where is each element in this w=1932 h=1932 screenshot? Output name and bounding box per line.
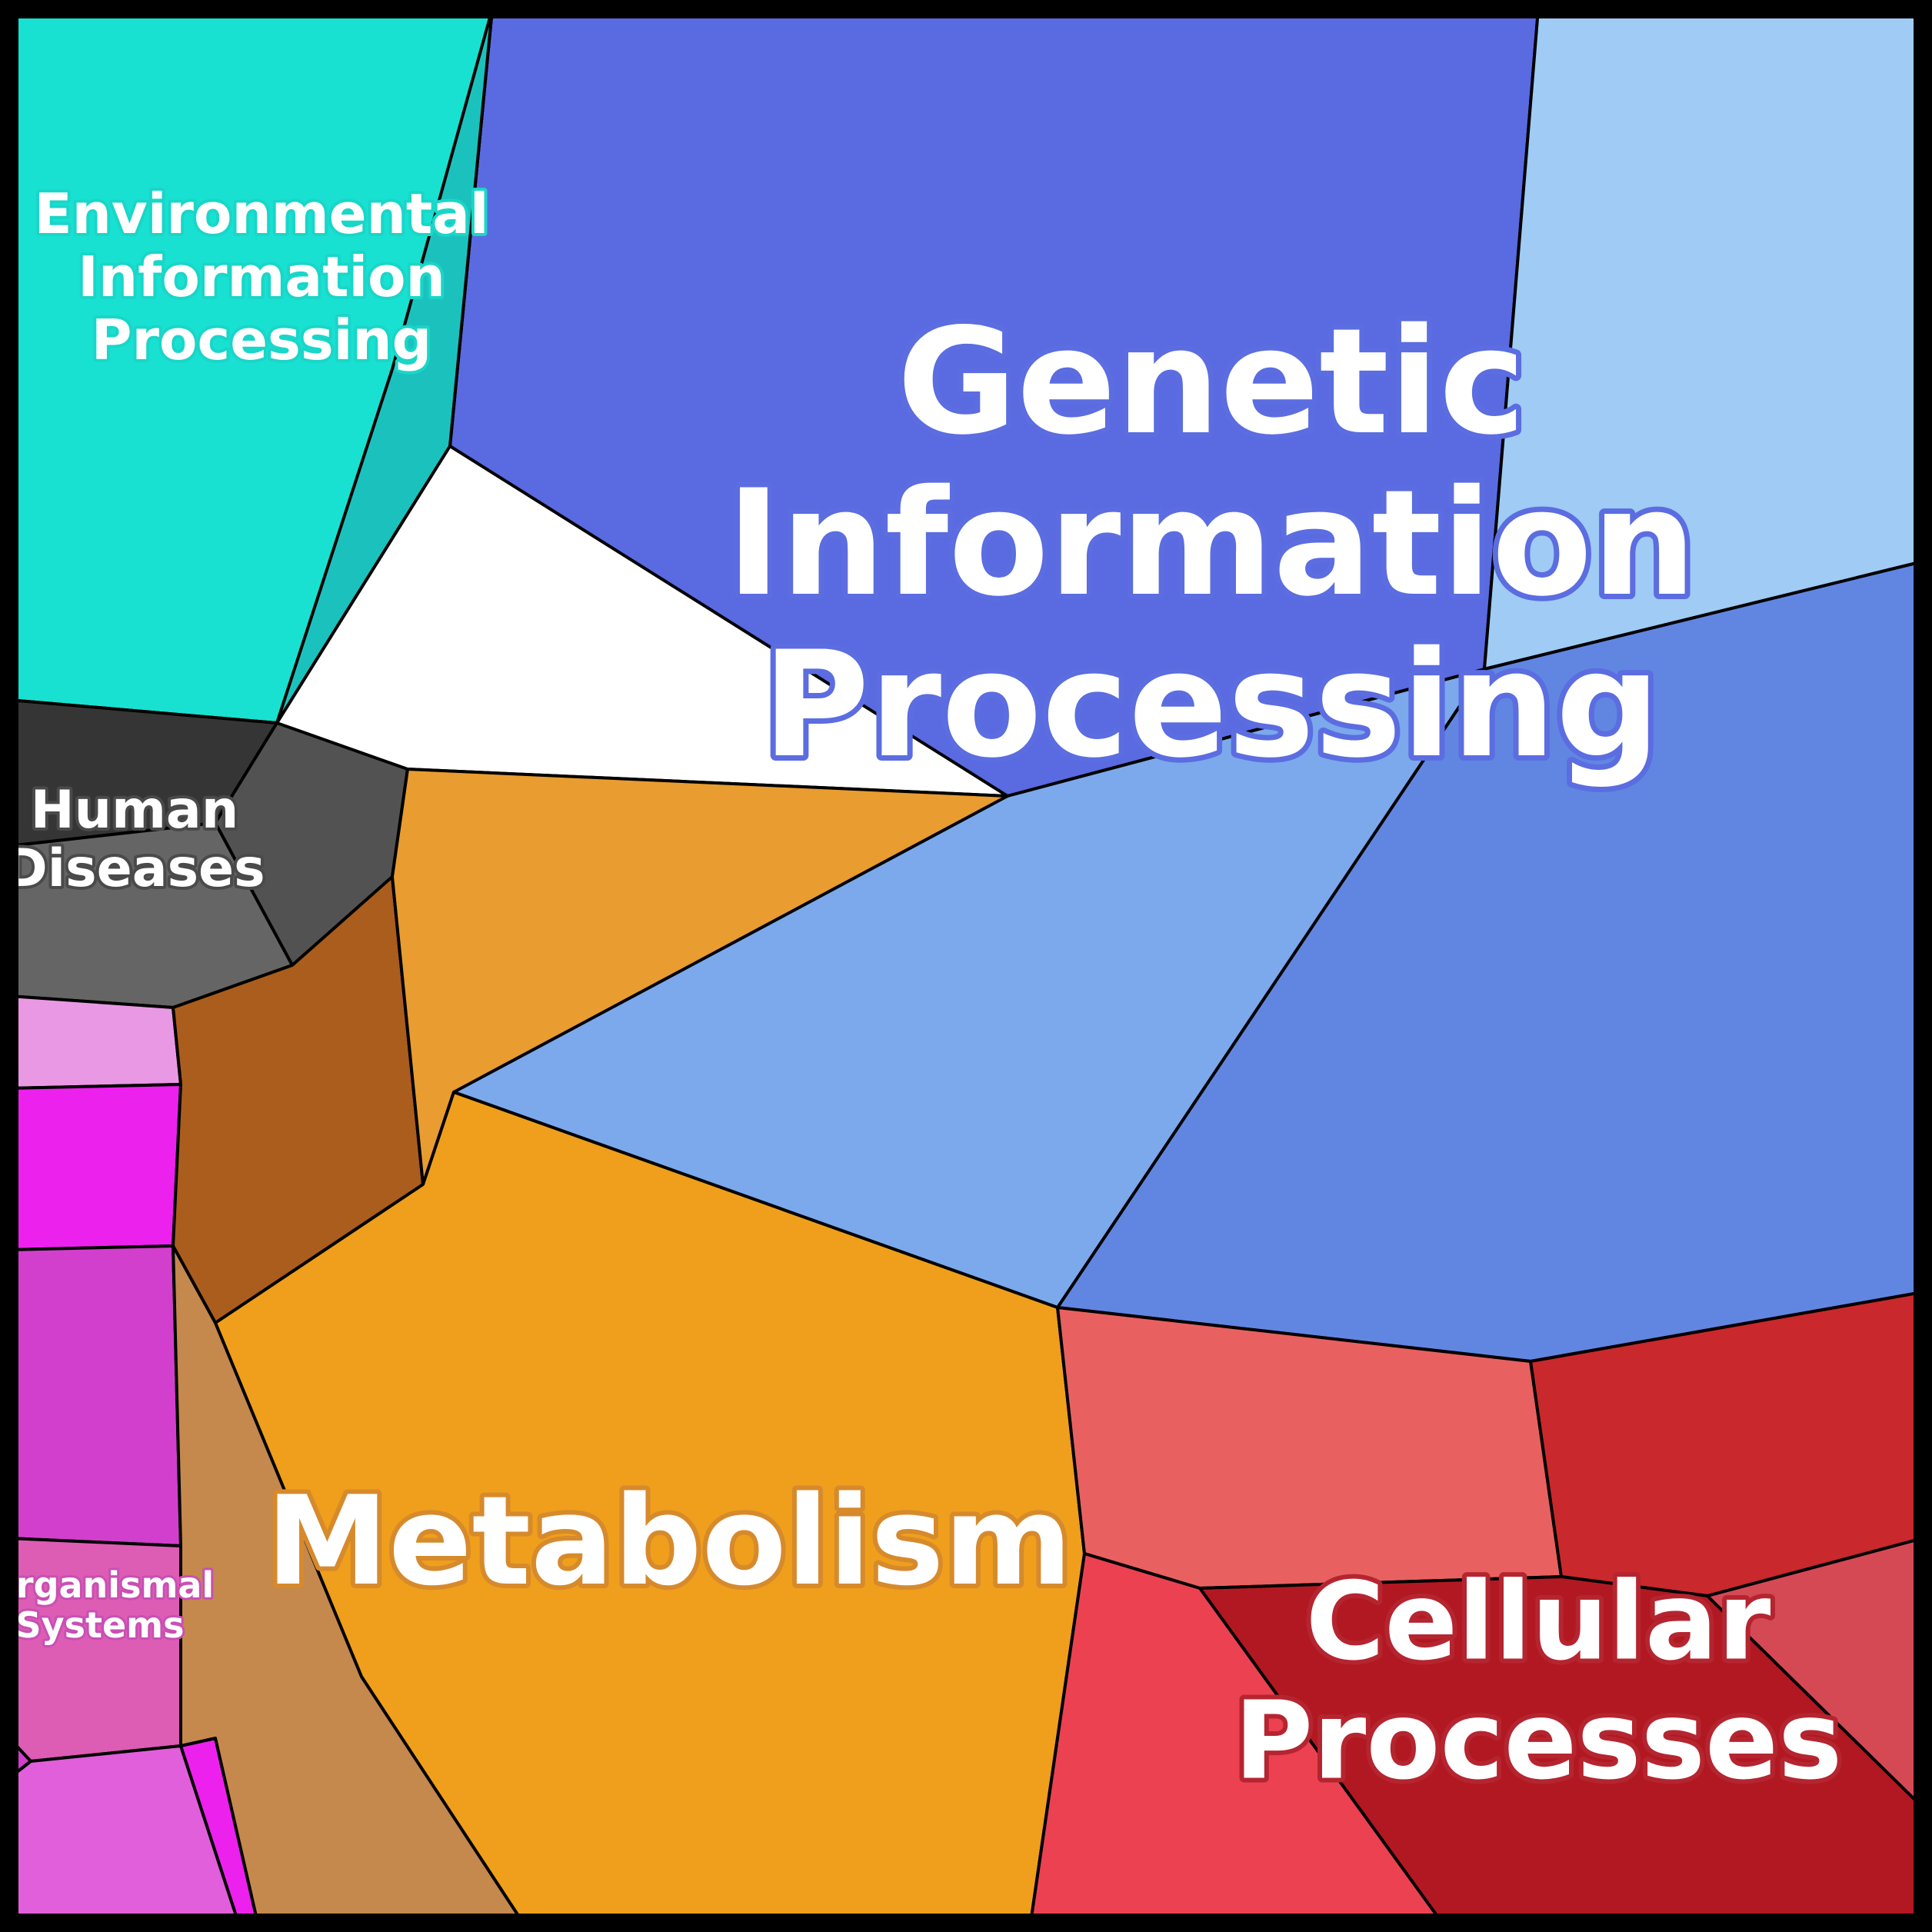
voronoi-cell-11 — [9, 1246, 181, 1546]
label-environmental-information-processing-line-0: Environmental — [34, 182, 488, 246]
label-genetic-information-processing-line-0: Genetic — [897, 297, 1526, 467]
label-environmental-information-processing: EnvironmentalInformationProcessing — [34, 182, 488, 372]
label-human-diseases: HumanDiseases — [4, 780, 265, 899]
label-cellular-processes-line-1: Processes — [1234, 1678, 1843, 1804]
label-human-diseases-line-0: Human — [31, 780, 238, 841]
label-organismal-systems-line-0: Organismal — [0, 1564, 214, 1606]
label-organismal-systems-line-1: Systems — [16, 1604, 185, 1646]
label-genetic-information-processing-line-1: Information — [727, 458, 1697, 628]
voronoi-cell-10 — [9, 1084, 181, 1250]
label-environmental-information-processing-line-2: Processing — [92, 308, 431, 372]
label-organismal-systems: OrganismalSystems — [0, 1564, 214, 1646]
label-metabolism-line-0: Metabolism — [266, 1469, 1072, 1613]
label-genetic-information-processing-line-2: Processing — [762, 620, 1661, 790]
label-cellular-processes-line-0: Cellular — [1306, 1559, 1771, 1684]
label-environmental-information-processing-line-1: Information — [78, 245, 445, 309]
label-cellular-processes: CellularProcesses — [1234, 1559, 1843, 1804]
voronoi-cell-9 — [9, 996, 181, 1088]
label-metabolism: Metabolism — [266, 1469, 1072, 1613]
voronoi-treemap: GeneticInformationProcessingEnvironmenta… — [0, 0, 1932, 1932]
label-human-diseases-line-1: Diseases — [4, 838, 265, 899]
